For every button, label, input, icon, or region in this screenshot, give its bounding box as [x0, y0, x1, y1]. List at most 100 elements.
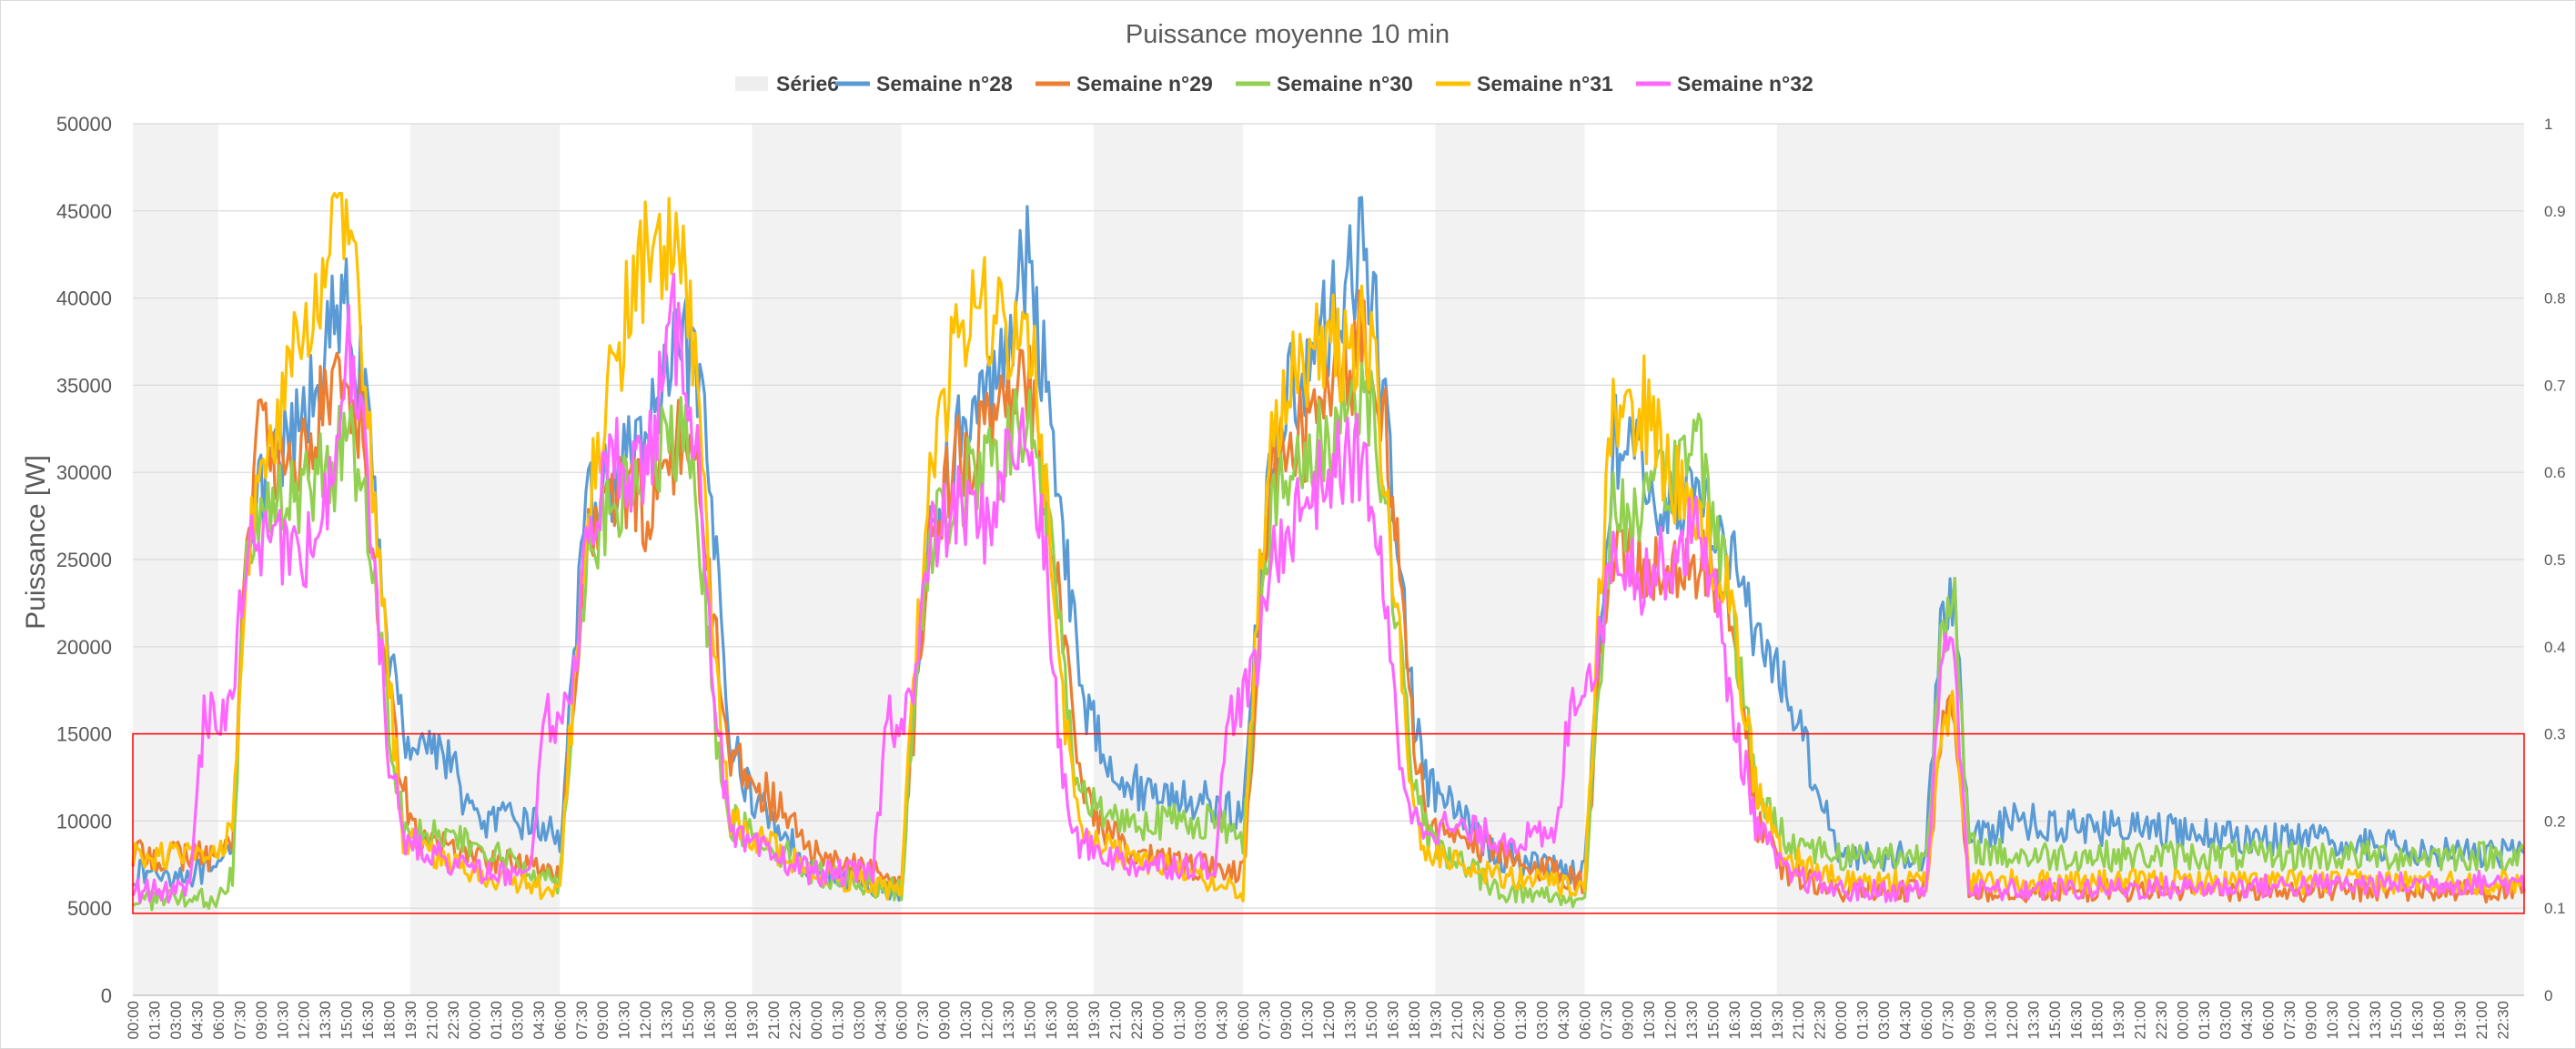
series-line [132, 196, 2526, 903]
y-tick-label: 0 [101, 984, 112, 1007]
x-tick-label: 10:30 [957, 1001, 975, 1040]
x-tick-label: 04:30 [188, 1001, 206, 1040]
x-tick-label: 09:00 [594, 1001, 611, 1040]
x-tick-label: 09:00 [1278, 1001, 1295, 1040]
x-tick-label: 06:00 [894, 1001, 911, 1040]
y2-tick-label: 0.2 [2544, 812, 2566, 830]
x-tick-label: 06:00 [1235, 1001, 1252, 1040]
x-tick-label: 22:30 [2153, 1001, 2170, 1040]
x-tick-label: 15:00 [2046, 1001, 2064, 1040]
x-tick-label: 00:00 [2175, 1001, 2192, 1040]
x-tick-label: 07:30 [2281, 1001, 2298, 1040]
x-tick-label: 00:00 [466, 1001, 483, 1040]
x-tick-label: 18:00 [1064, 1001, 1081, 1040]
x-tick-label: 07:30 [231, 1001, 248, 1040]
legend-label: Semaine n°28 [876, 72, 1013, 96]
x-tick-label: 10:30 [274, 1001, 291, 1040]
x-tick-label: 01:30 [488, 1001, 505, 1040]
x-tick-label: 12:00 [1662, 1001, 1679, 1040]
y-tick-label: 45000 [56, 200, 112, 223]
x-tick-label: 21:00 [765, 1001, 783, 1040]
x-tick-label: 22:30 [1812, 1001, 1829, 1040]
x-tick-label: 16:30 [359, 1001, 377, 1040]
y2-tick-label: 1 [2544, 116, 2552, 133]
x-tick-label: 03:00 [1534, 1001, 1551, 1040]
y-tick-label: 40000 [56, 287, 112, 310]
x-tick-label: 10:30 [1299, 1001, 1317, 1040]
x-tick-label: 04:30 [530, 1001, 548, 1040]
x-tick-label: 19:30 [1769, 1001, 1786, 1040]
x-tick-label: 15:00 [680, 1001, 697, 1040]
y2-tick-label: 0.4 [2544, 639, 2566, 656]
x-tick-label: 03:00 [1192, 1001, 1209, 1040]
x-tick-label: 01:30 [829, 1001, 846, 1040]
x-tick-label: 12:00 [1320, 1001, 1338, 1040]
x-tick-label: 15:00 [2388, 1001, 2405, 1040]
x-tick-label: 00:00 [125, 1001, 142, 1040]
x-tick-label: 19:30 [1427, 1001, 1444, 1040]
y-tick-label: 10000 [56, 810, 112, 832]
x-tick-label: 00:00 [1149, 1001, 1167, 1040]
x-tick-label: 04:30 [2238, 1001, 2256, 1040]
x-tick-label: 01:30 [1854, 1001, 1872, 1040]
x-tick-label: 19:30 [402, 1001, 419, 1040]
y2-tick-label: 0.1 [2544, 900, 2566, 917]
series-line [131, 272, 2526, 904]
legend-label: Semaine n°29 [1076, 72, 1213, 96]
x-tick-label: 10:30 [1982, 1001, 1999, 1040]
x-tick-label: 19:30 [1086, 1001, 1103, 1040]
x-tick-label: 16:30 [702, 1001, 719, 1040]
x-tick-label: 19:30 [743, 1001, 761, 1040]
x-tick-label: 19:30 [2110, 1001, 2127, 1040]
series-line [131, 192, 2525, 903]
x-tick-label: 12:00 [979, 1001, 996, 1040]
x-tick-label: 01:30 [1512, 1001, 1530, 1040]
x-tick-label: 01:30 [146, 1001, 163, 1040]
x-tick-label: 16:30 [2067, 1001, 2085, 1040]
legend-swatch [735, 76, 768, 91]
x-tick-label: 13:30 [317, 1001, 334, 1040]
x-tick-label: 21:00 [424, 1001, 441, 1040]
x-tick-label: 16:30 [2409, 1001, 2427, 1040]
x-tick-label: 21:00 [2473, 1001, 2490, 1040]
x-tick-label: 18:00 [722, 1001, 740, 1040]
y-tick-label: 20000 [56, 636, 112, 659]
x-tick-label: 16:30 [1043, 1001, 1060, 1040]
x-tick-label: 03:00 [1875, 1001, 1893, 1040]
chart-title: Puissance moyenne 10 min [1126, 20, 1450, 49]
x-tick-label: 07:30 [1257, 1001, 1274, 1040]
x-tick-label: 01:30 [1171, 1001, 1188, 1040]
x-tick-label: 18:00 [2089, 1001, 2106, 1040]
y-axis-label: Puissance [W] [21, 455, 51, 630]
threshold-box [132, 732, 2525, 914]
x-tick-label: 21:00 [1790, 1001, 1807, 1040]
y-tick-label: 30000 [56, 461, 112, 484]
x-tick-label: 13:30 [1683, 1001, 1701, 1040]
x-tick-label: 18:00 [2430, 1001, 2448, 1040]
y2-tick-label: 0.8 [2544, 290, 2566, 308]
y2-tick-label: 0.3 [2544, 726, 2566, 743]
x-tick-label: 15:00 [1704, 1001, 1722, 1040]
x-tick-label: 04:30 [1214, 1001, 1231, 1040]
series-line [132, 361, 2526, 912]
x-tick-label: 00:00 [1491, 1001, 1509, 1040]
x-tick-label: 09:00 [1620, 1001, 1637, 1040]
x-tick-label: 18:00 [1747, 1001, 1764, 1040]
x-tick-label: 04:30 [1897, 1001, 1914, 1040]
legend-label: Semaine n°30 [1277, 72, 1413, 96]
x-tick-label: 21:00 [1106, 1001, 1124, 1040]
x-tick-label: 22:30 [445, 1001, 462, 1040]
x-tick-label: 15:00 [1363, 1001, 1380, 1040]
y-tick-label: 15000 [56, 723, 112, 746]
legend-label: Série6 [776, 72, 839, 96]
x-tick-label: 12:00 [296, 1001, 313, 1040]
legend-label: Semaine n°31 [1477, 72, 1613, 96]
x-tick-label: 09:00 [2302, 1001, 2319, 1040]
x-tick-label: 00:00 [808, 1001, 825, 1040]
x-tick-label: 15:00 [1022, 1001, 1039, 1040]
y2-tick-label: 0 [2544, 987, 2552, 1004]
x-tick-label: 10:30 [616, 1001, 633, 1040]
x-tick-label: 21:00 [2132, 1001, 2149, 1040]
